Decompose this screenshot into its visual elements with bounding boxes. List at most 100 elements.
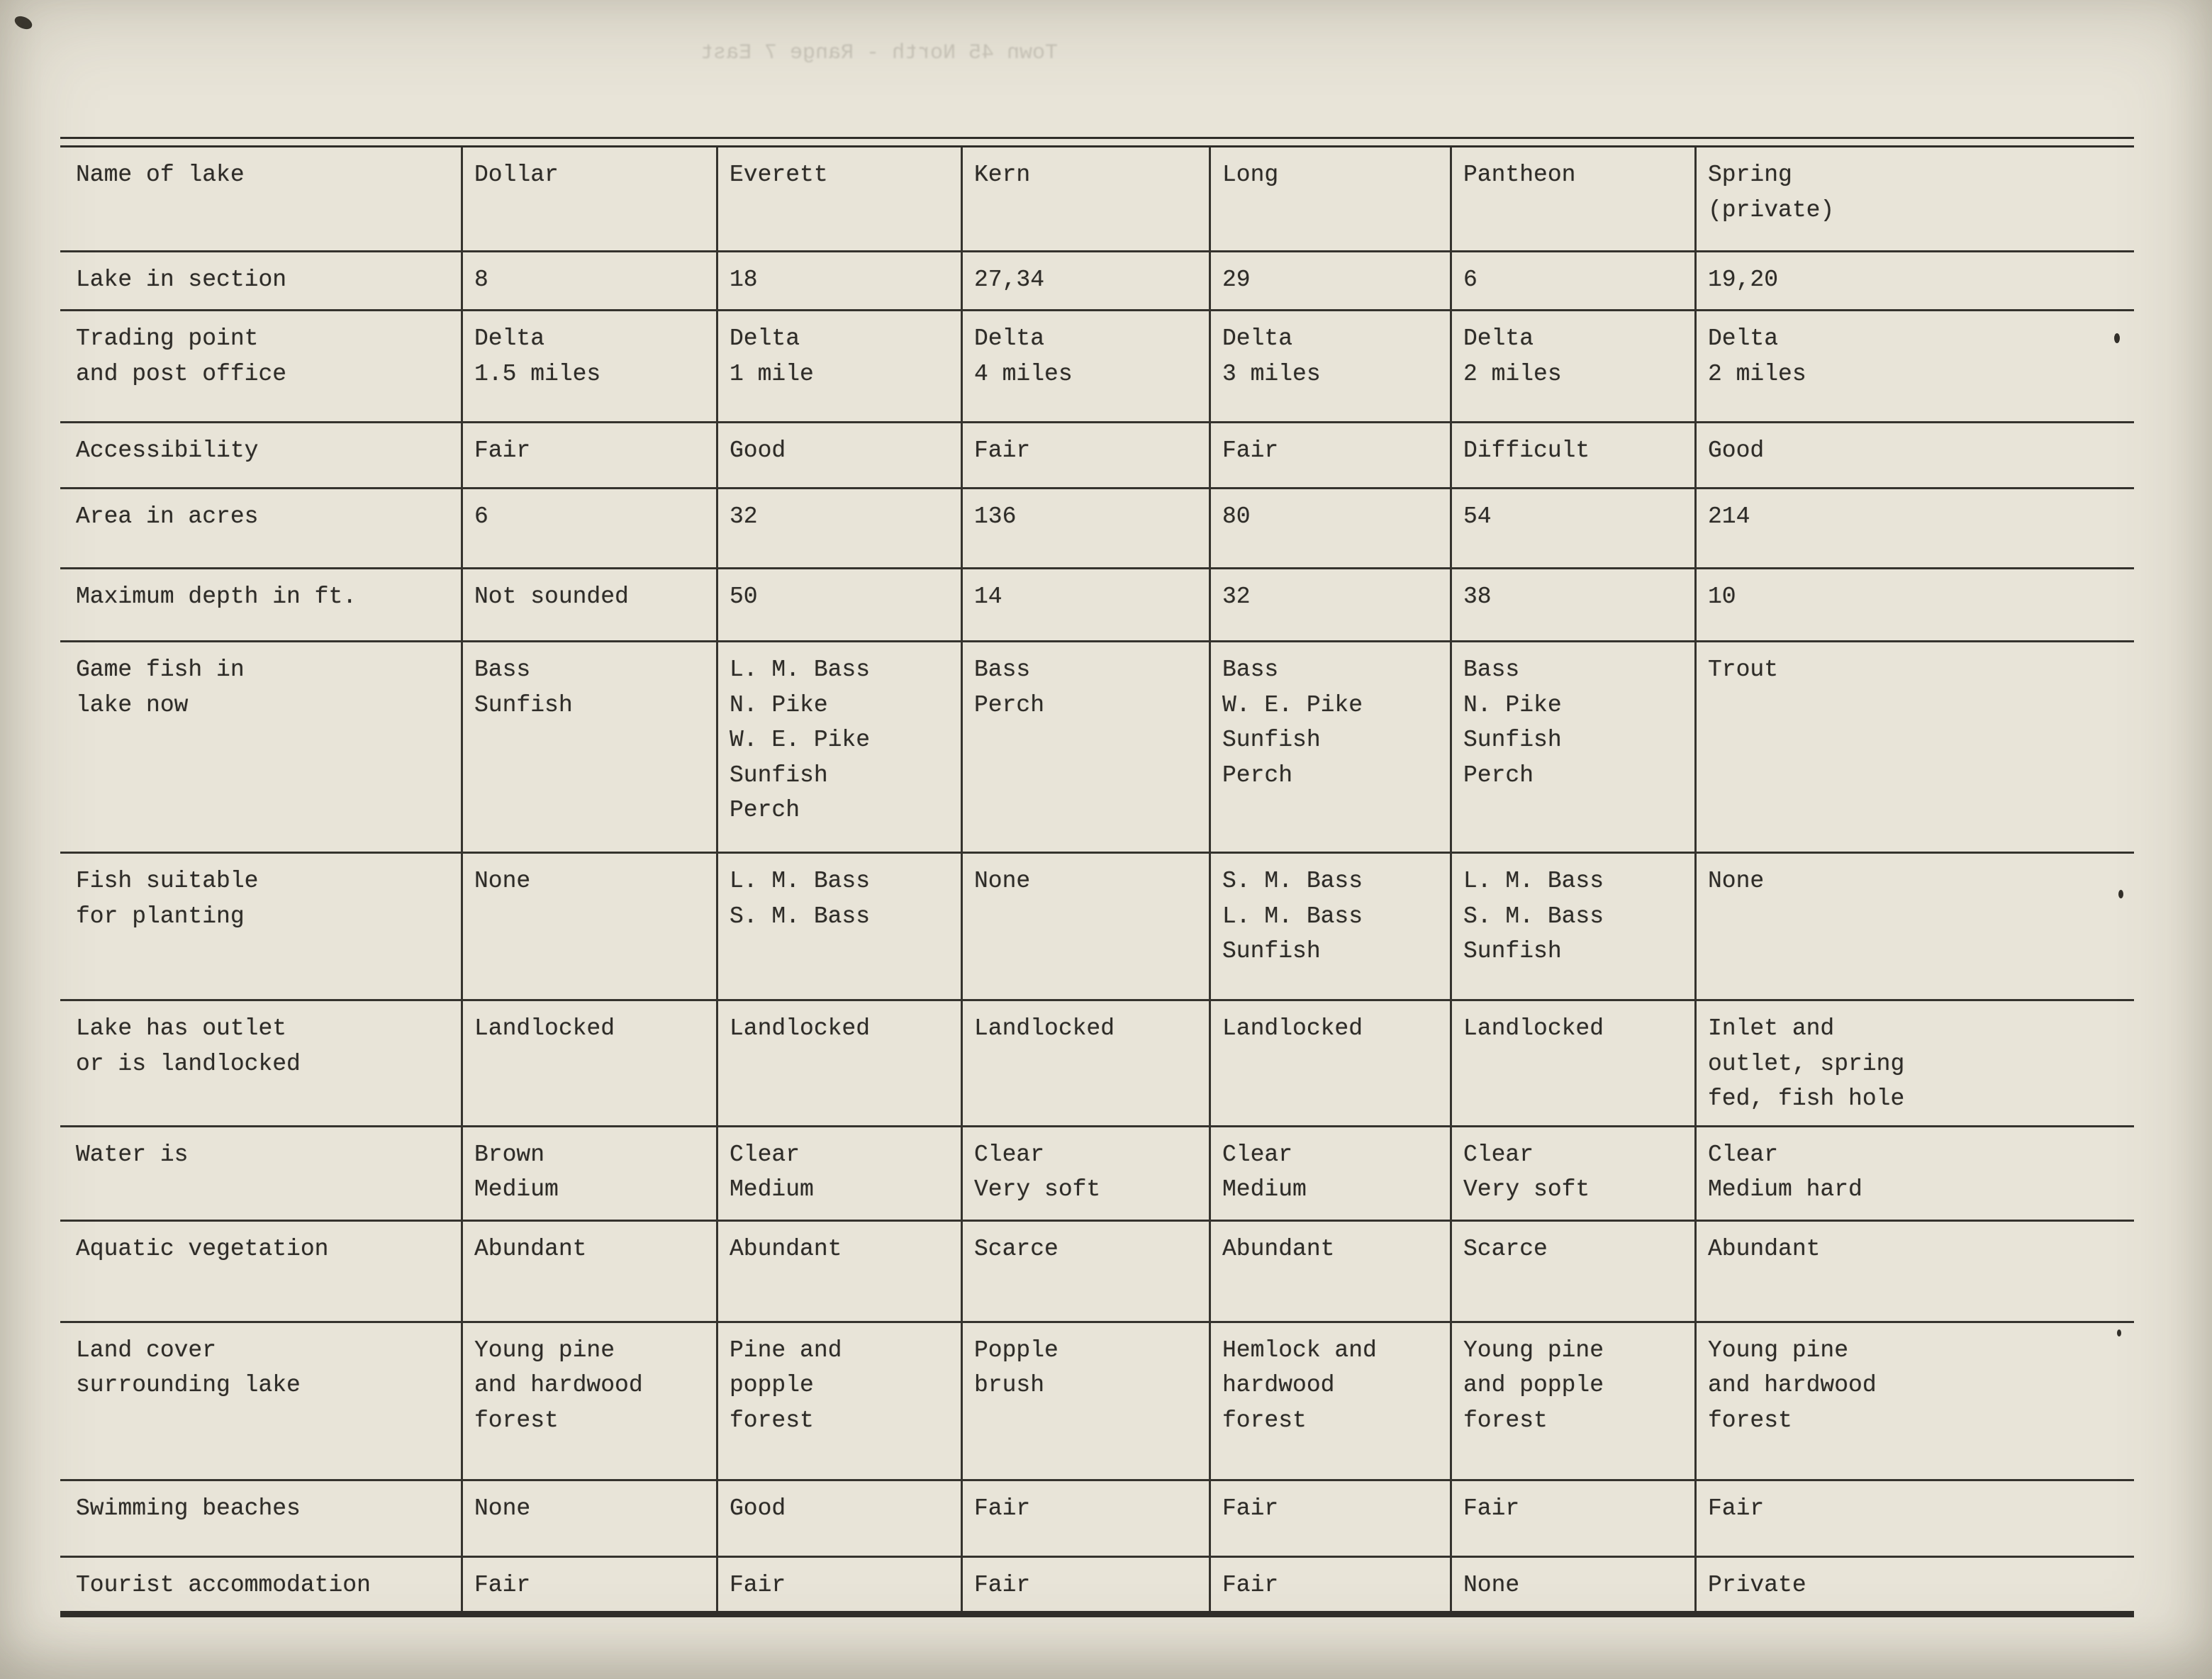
table-cell: None: [461, 1480, 716, 1556]
table-cell: Pine and popple forest: [716, 1322, 961, 1479]
table-cell: L. M. Bass S. M. Bass: [716, 854, 961, 999]
row-label: Tourist accommodation: [76, 1571, 371, 1598]
table-cell: Fair: [1694, 1480, 2134, 1556]
table-cell: Landlocked: [1209, 1001, 1450, 1125]
table-cell: Abundant: [1209, 1221, 1450, 1321]
column-header-cell: Everett: [716, 147, 961, 250]
table-cell: Scarce: [961, 1221, 1209, 1321]
table-cell: Bass Perch: [961, 642, 1209, 852]
table-row: Fish suitable for planting None L. M. Bass…: [60, 852, 2134, 999]
table-cell: Young pine and hardwood forest: [1694, 1322, 2134, 1479]
table-cell: Fair: [461, 1557, 716, 1611]
row-label: Aquatic vegetation: [76, 1235, 329, 1262]
lake-table-rows: Name of lake Dollar Everett Kern Long Pantheo…: [60, 147, 2134, 1611]
table-cell: Landlocked: [716, 1001, 961, 1125]
table-cell: 38: [1450, 569, 1694, 640]
table-cell: Delta 3 miles: [1209, 311, 1450, 421]
table-row: Trading point and post office Delta 1.5 m…: [60, 309, 2134, 421]
table-cell: Good: [1694, 423, 2134, 487]
row-label: Maximum depth in ft.: [76, 584, 357, 610]
table-cell: Scarce: [1450, 1221, 1694, 1321]
table-cell: Fair: [961, 1557, 1209, 1611]
table-cell: Landlocked: [961, 1001, 1209, 1125]
table-cell: Delta 2 miles: [1450, 311, 1694, 421]
table-cell: 80: [1209, 489, 1450, 567]
table-cell: Bass Sunfish: [461, 642, 716, 852]
table-cell: Bass W. E. Pike Sunfish Perch: [1209, 642, 1450, 852]
table-cell: 214: [1694, 489, 2134, 567]
row-label: Accessibility: [76, 437, 259, 464]
bleed-through-text: Town 45 North - Range 7 East: [700, 41, 1058, 65]
table-cell: Abundant: [1694, 1221, 2134, 1321]
table-cell: Fair: [961, 1480, 1209, 1556]
table-cell: Good: [716, 1480, 961, 1556]
table-cell: Clear Medium: [716, 1127, 961, 1220]
table-cell: Young pine and popple forest: [1450, 1322, 1694, 1479]
table-row: Water is Brown Medium Clear Medium Clear Ve…: [60, 1125, 2134, 1220]
scan-speck: [2117, 1329, 2121, 1337]
table-row: Tourist accommodation Fair Fair Fair Fair Non…: [60, 1555, 2134, 1611]
table-cell: None: [961, 854, 1209, 999]
table-row: Land cover surrounding lake Young pine an…: [60, 1320, 2134, 1479]
lake-table: Name of lake Dollar Everett Kern Long Pantheo…: [60, 137, 2134, 1617]
table-cell: Young pine and hardwood forest: [461, 1322, 716, 1479]
table-top-double-rule: [60, 137, 2134, 147]
table-row: Aquatic vegetation Abundant Abundant Scarce…: [60, 1219, 2134, 1321]
table-cell: L. M. Bass N. Pike W. E. Pike Sunfish Pe…: [716, 642, 961, 852]
table-cell: Private: [1694, 1557, 2134, 1611]
table-header-row: Name of lake Dollar Everett Kern Long Pantheo…: [60, 147, 2134, 250]
table-row: Game fish in lake now Bass Sunfish L. M. B…: [60, 640, 2134, 852]
table-cell: Fair: [1209, 423, 1450, 487]
column-header-cell: Kern: [961, 147, 1209, 250]
table-cell: 6: [461, 489, 716, 567]
row-label: Game fish in lake now: [76, 657, 245, 718]
scan-speck: [2118, 890, 2123, 898]
table-cell: 54: [1450, 489, 1694, 567]
table-cell: Trout: [1694, 642, 2134, 852]
table-cell: Fair: [716, 1557, 961, 1611]
row-label: Land cover surrounding lake: [76, 1337, 301, 1399]
column-header-cell: Dollar: [461, 147, 716, 250]
table-cell: Hemlock and hardwood forest: [1209, 1322, 1450, 1479]
row-label: Trading point and post office: [76, 325, 287, 387]
table-cell: 27,34: [961, 252, 1209, 309]
row-label: Name of lake: [76, 162, 245, 188]
table-cell: Difficult: [1450, 423, 1694, 487]
table-cell: Brown Medium: [461, 1127, 716, 1220]
table-row: Swimming beaches None Good Fair Fair Fair Fair: [60, 1478, 2134, 1556]
table-cell: Good: [716, 423, 961, 487]
table-cell: Landlocked: [461, 1001, 716, 1125]
table-cell: S. M. Bass L. M. Bass Sunfish: [1209, 854, 1450, 999]
table-cell: None: [1694, 854, 2134, 999]
table-cell: Fair: [1209, 1557, 1450, 1611]
column-header-cell: Pantheon: [1450, 147, 1694, 250]
table-row: Area in acres 6 32 136 80 54 214: [60, 487, 2134, 567]
table-cell: Not sounded: [461, 569, 716, 640]
table-row: Lake in section 8 18 27,34 29 6 19,20: [60, 250, 2134, 309]
table-cell: Delta 2 miles: [1694, 311, 2134, 421]
table-cell: Delta 1.5 miles: [461, 311, 716, 421]
table-cell: L. M. Bass S. M. Bass Sunfish: [1450, 854, 1694, 999]
table-cell: Popple brush: [961, 1322, 1209, 1479]
table-row: Accessibility Fair Good Fair Fair Difficult Go…: [60, 421, 2134, 487]
table-cell: Clear Medium: [1209, 1127, 1450, 1220]
row-label: Area in acres: [76, 503, 259, 530]
table-cell: Inlet and outlet, spring fed, fish hole: [1694, 1001, 2134, 1125]
row-label: Water is: [76, 1141, 189, 1168]
table-cell: 29: [1209, 252, 1450, 309]
table-cell: 32: [1209, 569, 1450, 640]
column-header-cell: Long: [1209, 147, 1450, 250]
row-label: Lake has outlet or is landlocked: [76, 1015, 301, 1077]
table-cell: Abundant: [461, 1221, 716, 1321]
table-cell: Delta 1 mile: [716, 311, 961, 421]
scan-speck: [2114, 333, 2120, 343]
table-cell: Fair: [1450, 1480, 1694, 1556]
table-cell: Clear Very soft: [961, 1127, 1209, 1220]
table-cell: Landlocked: [1450, 1001, 1694, 1125]
table-cell: 10: [1694, 569, 2134, 640]
table-cell: Fair: [461, 423, 716, 487]
table-cell: Clear Very soft: [1450, 1127, 1694, 1220]
table-row: Maximum depth in ft. Not sounded 50 14 32 38 1…: [60, 567, 2134, 640]
table-row: Lake has outlet or is landlocked Landlock…: [60, 999, 2134, 1125]
table-cell: 19,20: [1694, 252, 2134, 309]
